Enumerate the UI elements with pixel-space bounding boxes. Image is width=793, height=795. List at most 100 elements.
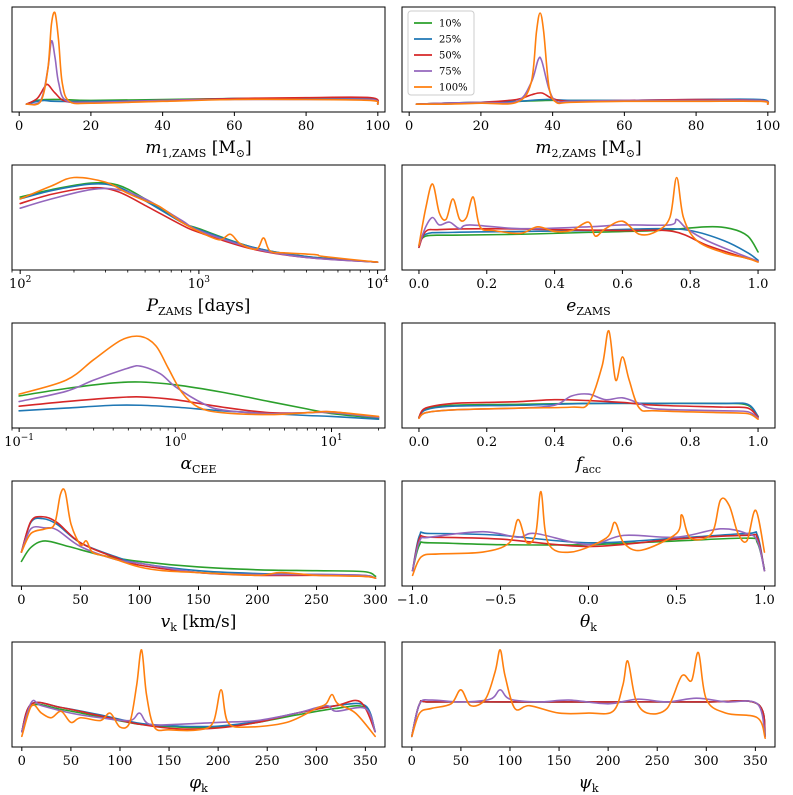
x-tick-label-theta-1: −0.5	[485, 593, 517, 608]
legend-label-4: 100%	[439, 83, 468, 94]
series-group-m1	[25, 11, 380, 106]
x-tick-label-facc-0: 0.0	[409, 435, 430, 450]
x-tick-label-m1-1: 20	[83, 119, 100, 134]
series-line-m2-3	[415, 56, 770, 105]
series-group-P	[19, 176, 379, 263]
x-tick-label-facc-4: 0.8	[680, 435, 701, 450]
x-tick-label-theta-4: 1.0	[754, 593, 775, 608]
series-line-P-2	[19, 186, 379, 263]
x-tick-label-e-2: 0.4	[544, 277, 565, 292]
x-tick-label-theta-2: 0.0	[578, 593, 599, 608]
x-tick-label-phi-6: 300	[304, 754, 329, 769]
x-axis-label-phi: φk	[189, 773, 208, 795]
series-line-theta-3	[411, 527, 766, 572]
x-tick-label-psi-5: 250	[645, 754, 670, 769]
axes-frame-facc	[401, 322, 776, 429]
series-line-m2-4	[415, 12, 770, 106]
series-group-facc	[418, 330, 759, 421]
panel-m2: 0 20 40 60 80 100 m2,ZAMS [M⊙]	[401, 6, 780, 160]
panel-facc: 0.0 0.2 0.4 0.6 0.8 1.0 facc	[401, 322, 776, 476]
x-tick-label-phi-7: 350	[353, 754, 378, 769]
legend-label-3: 75%	[439, 67, 461, 78]
x-tick-label-vk-3: 150	[186, 593, 211, 608]
x-axis-label-vk: vk [km/s]	[161, 612, 237, 634]
legend-label-0: 10%	[439, 19, 461, 30]
x-tick-label-alpha-2: 101	[320, 433, 342, 450]
series-line-e-4	[418, 176, 759, 263]
panel-alpha: 10−1 100 101 αCEE	[4, 322, 386, 476]
axes-frame-m2	[401, 6, 776, 113]
legend-box	[407, 10, 475, 96]
x-tick-label-psi-3: 150	[547, 754, 572, 769]
x-tick-label-m2-4: 80	[688, 119, 705, 134]
series-line-psi-4	[411, 649, 766, 740]
series-group-phi	[21, 649, 376, 738]
series-line-phi-3	[21, 699, 376, 733]
series-group-vk	[20, 488, 377, 579]
series-line-alpha-1	[18, 404, 380, 421]
x-tick-label-m2-1: 20	[473, 119, 490, 134]
legend-label-1: 25%	[439, 35, 461, 46]
series-line-e-1	[418, 227, 759, 262]
x-tick-label-P-1: 103	[188, 275, 211, 292]
x-tick-label-e-3: 0.6	[612, 277, 633, 292]
x-tick-label-m1-0: 0	[15, 119, 23, 134]
axes-frame-e	[401, 164, 776, 271]
legend-label-2: 50%	[439, 51, 461, 62]
x-tick-label-facc-1: 0.2	[476, 435, 497, 450]
x-tick-label-e-1: 0.2	[476, 277, 497, 292]
series-line-phi-4	[21, 649, 376, 738]
axes-frame-m1	[11, 6, 386, 113]
series-line-psi-3	[411, 689, 766, 738]
x-tick-label-m1-5: 100	[365, 119, 390, 134]
panel-P: 102 103 104 PZAMS [days]	[9, 164, 389, 318]
x-tick-label-m1-3: 60	[226, 119, 243, 134]
x-tick-label-psi-0: 0	[408, 754, 416, 769]
panel-theta: −1.0 −0.5 0.0 0.5 1.0 θk	[397, 480, 776, 634]
panel-psi: 0 50 100 150 200 250 300 350 ψk	[401, 641, 776, 795]
series-line-P-4	[19, 176, 379, 263]
x-tick-label-e-0: 0.0	[409, 277, 430, 292]
x-tick-label-m2-5: 100	[755, 119, 780, 134]
series-line-vk-4	[20, 488, 377, 579]
x-tick-label-m2-0: 0	[405, 119, 413, 134]
series-line-alpha-4	[18, 335, 380, 418]
x-tick-label-phi-5: 250	[255, 754, 280, 769]
series-line-vk-3	[20, 525, 377, 579]
x-tick-label-psi-6: 300	[694, 754, 719, 769]
x-tick-label-facc-5: 1.0	[748, 435, 769, 450]
x-tick-label-phi-1: 50	[63, 754, 80, 769]
series-group-alpha	[18, 335, 380, 421]
x-axis-label-m1: m1,ZAMS [M⊙]	[145, 138, 251, 160]
x-tick-label-alpha-0: 10−1	[4, 433, 34, 450]
axes-frame-P	[11, 164, 386, 271]
panel-phi: 0 50 100 150 200 250 300 350 φk	[11, 641, 386, 795]
x-axis-label-theta: θk	[580, 612, 597, 634]
x-tick-label-phi-4: 200	[206, 754, 231, 769]
x-tick-label-theta-0: −1.0	[397, 593, 429, 608]
x-tick-label-P-0: 102	[9, 275, 31, 292]
axes-frame-alpha	[11, 322, 386, 429]
series-line-theta-1	[411, 531, 766, 572]
series-line-e-0	[418, 225, 759, 253]
series-group-e	[418, 176, 759, 263]
x-tick-label-phi-3: 150	[157, 754, 182, 769]
x-axis-label-alpha: αCEE	[181, 454, 217, 476]
x-tick-label-vk-0: 0	[17, 593, 25, 608]
series-line-facc-2	[418, 398, 759, 419]
series-line-m1-4	[25, 11, 380, 106]
axes-frame-psi	[401, 641, 776, 748]
x-axis-label-P: PZAMS [days]	[146, 296, 251, 318]
x-tick-label-theta-3: 0.5	[666, 593, 687, 608]
x-tick-label-m1-4: 80	[298, 119, 315, 134]
x-tick-label-phi-2: 100	[108, 754, 133, 769]
x-axis-label-e: eZAMS	[566, 296, 610, 318]
x-axis-label-m2: m2,ZAMS [M⊙]	[535, 138, 641, 160]
x-tick-label-psi-7: 350	[743, 754, 768, 769]
series-line-phi-0	[21, 703, 376, 733]
x-tick-label-e-4: 0.8	[680, 277, 701, 292]
x-axis-label-facc: facc	[574, 454, 601, 476]
series-group-m2	[415, 12, 770, 106]
panel-e: 0.0 0.2 0.4 0.6 0.8 1.0 eZAMS	[401, 164, 776, 318]
